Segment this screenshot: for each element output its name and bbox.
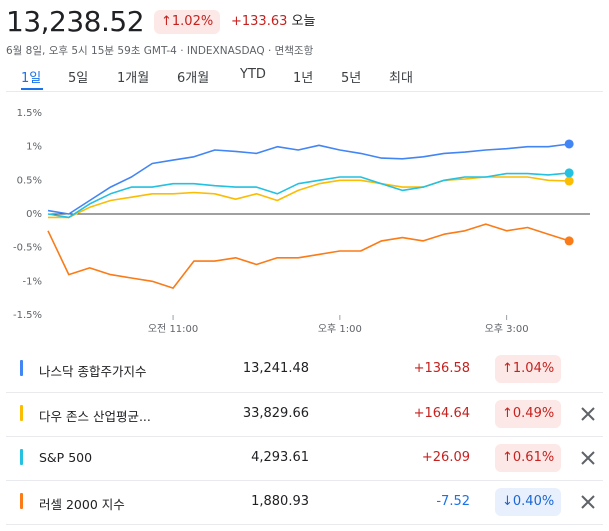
series-endpoint-2 xyxy=(564,168,574,178)
quote-change: +136.58 xyxy=(413,361,470,376)
quote-change: +164.64 xyxy=(413,406,470,421)
row-divider xyxy=(6,524,603,525)
quote-row-dow[interactable]: 다우 존스 산업평균... 33,829.66 +164.64 ↑0.49% xyxy=(6,393,606,437)
series-color-bar xyxy=(20,360,23,376)
percent-change-badge: ↑1.02% xyxy=(154,10,221,34)
series-endpoint-3 xyxy=(564,236,574,246)
series-endpoint-0 xyxy=(564,139,574,149)
quote-value: 4,293.61 xyxy=(251,450,309,465)
quote-name: 러셀 2000 지수 xyxy=(39,497,125,512)
y-tick-label: 0.5% xyxy=(17,175,42,186)
y-tick-label: 1% xyxy=(26,142,42,153)
y-axis: 1.5% 1% 0.5% 0% -0.5% -1% -1.5% xyxy=(13,108,590,321)
close-icon[interactable] xyxy=(577,491,599,513)
quote-percent-badge: ↑0.49% xyxy=(495,400,562,428)
quote-name: S&P 500 xyxy=(39,450,93,465)
x-tick-label: 오후 1:00 xyxy=(318,323,362,335)
series-line-2 xyxy=(47,172,570,219)
quote-value: 33,829.66 xyxy=(242,406,309,421)
tab-ytd[interactable]: YTD xyxy=(240,67,266,82)
series-lines xyxy=(47,139,574,289)
series-endpoint-1 xyxy=(564,176,574,186)
quote-change: +26.09 xyxy=(421,450,470,465)
y-tick-label: -0.5% xyxy=(13,243,42,254)
series-line-1 xyxy=(48,176,570,219)
point-change: +133.63 오늘 xyxy=(231,10,315,34)
quote-percent-badge: ↑1.04% xyxy=(495,355,562,383)
y-tick-label: -1% xyxy=(23,276,42,287)
quote-value: 13,241.48 xyxy=(242,361,309,376)
quote-name: 나스닥 종합주가지수 xyxy=(39,364,147,379)
comparison-chart[interactable]: 1.5% 1% 0.5% 0% -0.5% -1% -1.5% 오전 11:00 오후 1:0… xyxy=(0,100,609,345)
tab-1d[interactable]: 1일 xyxy=(21,71,42,86)
series-line-3 xyxy=(47,223,570,289)
tab-1m[interactable]: 1개월 xyxy=(117,71,150,86)
series-color-bar xyxy=(20,493,23,509)
tab-5d[interactable]: 5일 xyxy=(68,71,89,86)
quote-row-russell[interactable]: 러셀 2000 지수 1,880.93 -7.52 ↓0.40% xyxy=(6,481,606,525)
today-label: 오늘 xyxy=(291,14,316,29)
row-divider xyxy=(6,436,603,437)
series-line-0 xyxy=(47,143,570,215)
point-change-value: +133.63 xyxy=(231,14,288,29)
tabs-divider xyxy=(6,91,603,92)
x-tick-label: 오후 3:00 xyxy=(485,323,529,335)
quote-name: 다우 존스 산업평균... xyxy=(39,409,151,424)
quote-change: -7.52 xyxy=(436,494,470,509)
quote-row-nasdaq[interactable]: 나스닥 종합주가지수 13,241.48 +136.58 ↑1.04% xyxy=(6,348,606,392)
timestamp-subtitle: 6월 8일, 오후 5시 15분 59초 GMT-4 · INDEXNASDAQ… xyxy=(6,45,314,57)
tab-max[interactable]: 최대 xyxy=(389,71,413,86)
quote-row-sp500[interactable]: S&P 500 4,293.61 +26.09 ↑0.61% xyxy=(6,437,606,481)
y-tick-label: -1.5% xyxy=(13,310,42,321)
quote-percent-badge: ↑0.61% xyxy=(495,444,562,472)
tab-1y[interactable]: 1년 xyxy=(293,71,314,86)
row-divider xyxy=(6,392,603,393)
row-divider xyxy=(6,480,603,481)
active-tab-indicator xyxy=(21,88,43,90)
tab-6m[interactable]: 6개월 xyxy=(177,71,210,86)
y-tick-label: 0% xyxy=(26,209,42,220)
close-icon[interactable] xyxy=(577,447,599,469)
quote-percent-badge: ↓0.40% xyxy=(495,488,562,516)
y-tick-label: 1.5% xyxy=(17,108,42,119)
close-icon[interactable] xyxy=(577,403,599,425)
x-tick-label: 오전 11:00 xyxy=(148,323,198,335)
quote-value: 1,880.93 xyxy=(251,494,309,509)
x-axis: 오전 11:00 오후 1:00 오후 3:00 xyxy=(148,315,529,335)
tab-5y[interactable]: 5년 xyxy=(341,71,362,86)
index-price: 13,238.52 xyxy=(6,5,145,38)
series-color-bar xyxy=(20,449,23,465)
series-color-bar xyxy=(20,405,23,421)
